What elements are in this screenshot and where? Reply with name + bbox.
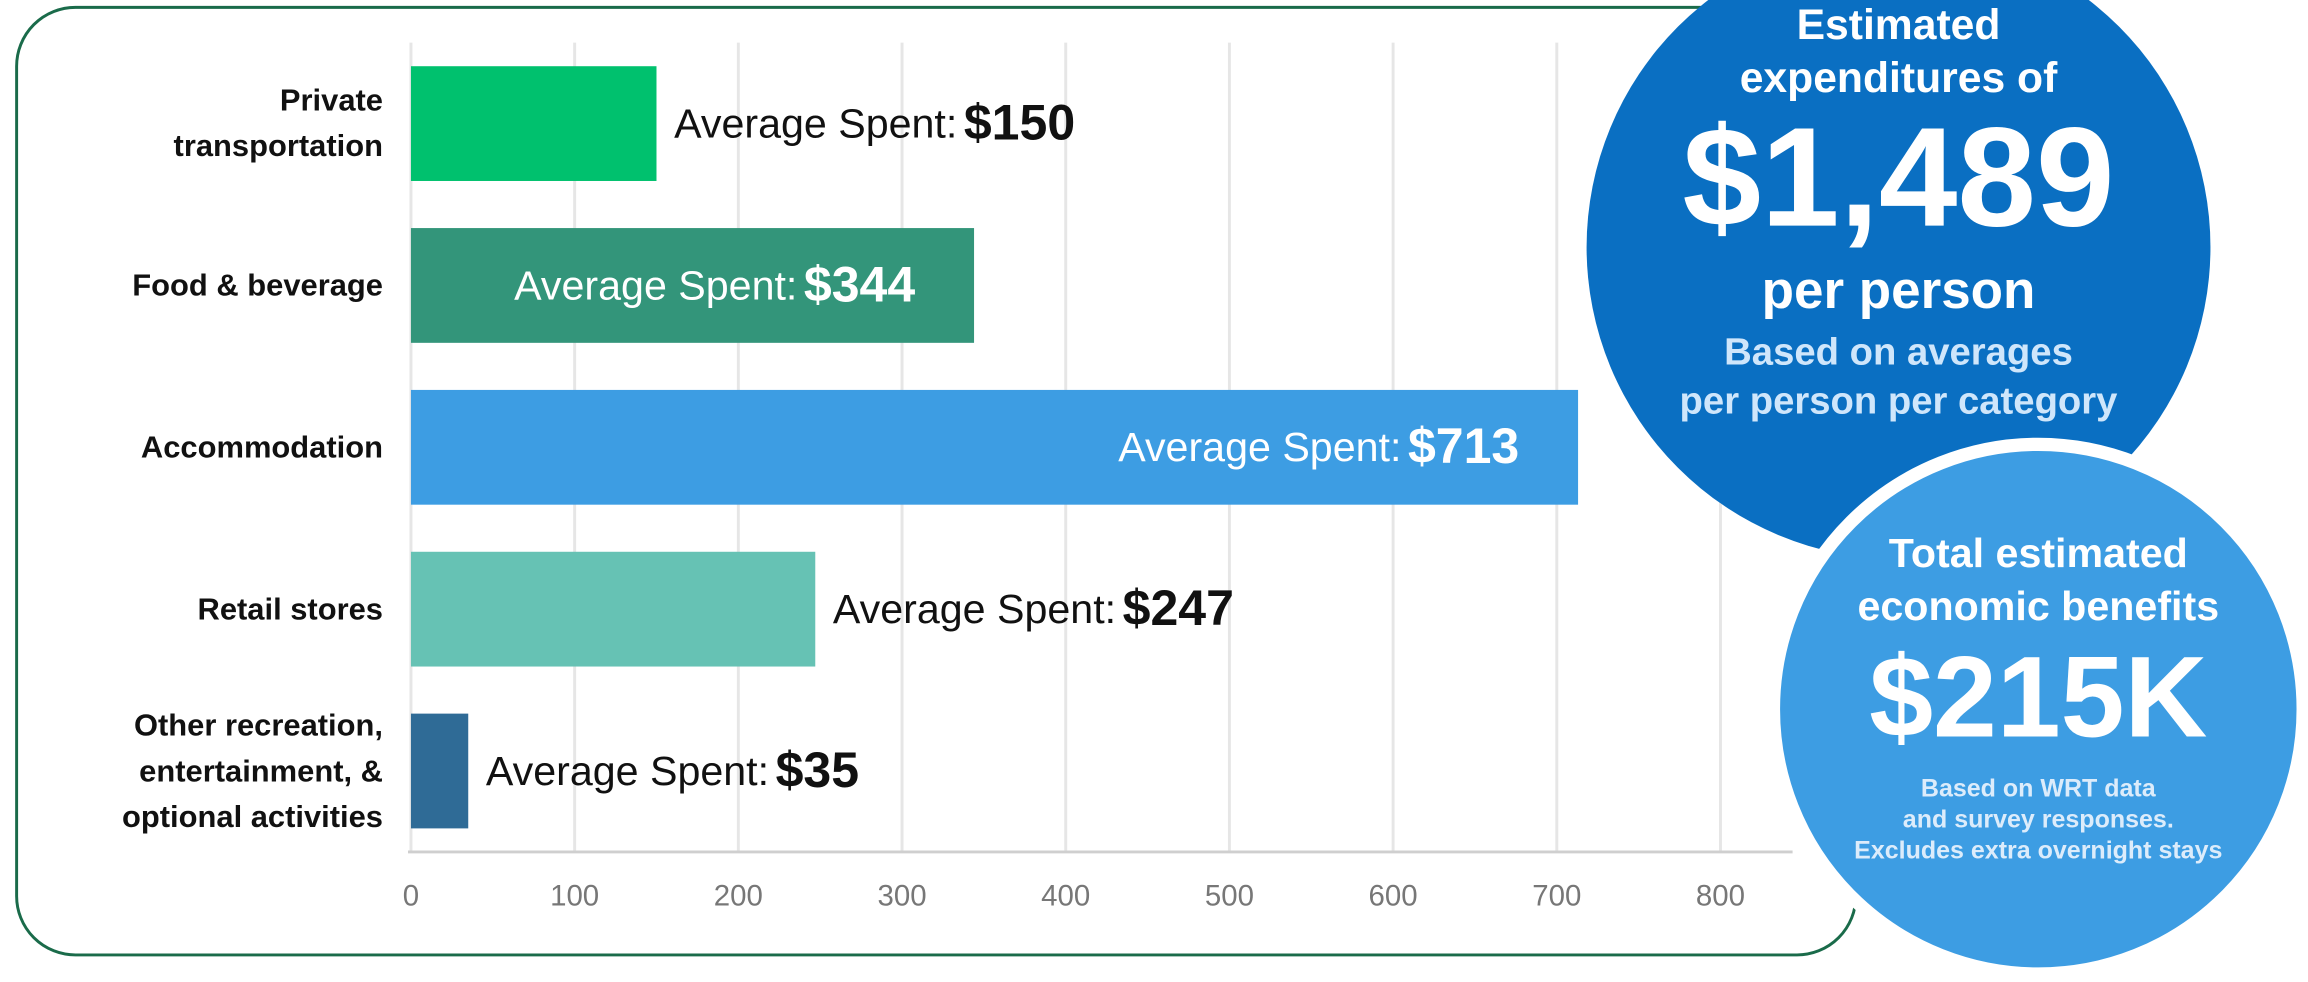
callout-text: $1,489 — [1683, 98, 2115, 256]
x-tick-label: 800 — [1696, 879, 1745, 912]
x-tick-label: 200 — [714, 879, 763, 912]
data-label: Average Spent: $150 — [674, 95, 1075, 151]
x-tick-label: 400 — [1041, 879, 1090, 912]
callout-text: Excludes extra overnight stays — [1854, 837, 2222, 865]
y-tick-label: Private transportation — [173, 83, 383, 164]
bar — [410, 228, 975, 343]
label-value: $247 — [1123, 580, 1234, 636]
label-prefix: Average Spent: — [1118, 424, 1401, 470]
callout-circle — [1766, 437, 2308, 981]
label-value: $150 — [964, 95, 1075, 151]
label-value: $713 — [1408, 418, 1519, 474]
category-wrap: Food & beverage — [132, 268, 383, 303]
y-tick-label: Retail stores — [197, 592, 383, 627]
category-wrap: Retail stores — [197, 592, 383, 627]
label-prefix: Average Spent: — [486, 748, 769, 794]
callout-text: per person per category — [1680, 379, 2119, 422]
label-prefix: Average Spent: — [514, 262, 797, 308]
callout-circle — [1586, 0, 2211, 560]
x-tick-label: 0 — [403, 879, 419, 912]
callout-text: $215K — [1869, 634, 2207, 762]
y-tick-label: Accommodation — [140, 430, 383, 465]
bar — [410, 66, 657, 181]
category-wrap: Accommodation — [140, 430, 383, 465]
callout-text: economic benefits — [1857, 583, 2219, 629]
x-tick-label: 600 — [1369, 879, 1418, 912]
callout-text: Based on WRT data — [1921, 775, 2157, 803]
callout-text: Total estimated — [1889, 530, 2188, 576]
data-label: Average Spent: $35 — [486, 742, 859, 798]
x-tick-label: 700 — [1532, 879, 1581, 912]
data-label: Average Spent: $713 — [1118, 418, 1519, 474]
callout-text: Based on averages — [1724, 331, 2073, 374]
category-wrap: Private transportation — [173, 83, 383, 164]
callout-text: Estimated — [1797, 1, 2001, 49]
x-tick-label: 500 — [1205, 879, 1254, 912]
data-label: Average Spent: $247 — [833, 580, 1234, 636]
data-label: Average Spent: $344 — [514, 257, 915, 313]
x-tick-label: 300 — [877, 879, 926, 912]
y-tick-label: Other recreation, entertainment, & optio… — [122, 708, 383, 834]
bar — [410, 713, 469, 829]
callout-text: expenditures of — [1740, 54, 2058, 102]
category-wrap: Other recreation, entertainment, & optio… — [122, 708, 383, 834]
x-tick-label: 100 — [550, 879, 599, 912]
y-tick-label: Food & beverage — [132, 268, 383, 303]
label-value: $344 — [804, 257, 915, 313]
label-prefix: Average Spent: — [674, 100, 957, 146]
label-value: $35 — [776, 742, 859, 798]
callout-text: and survey responses. — [1903, 806, 2174, 834]
callout-text: per person — [1762, 261, 2036, 320]
bar — [410, 389, 1579, 505]
bar — [410, 551, 816, 667]
label-prefix: Average Spent: — [833, 586, 1116, 632]
